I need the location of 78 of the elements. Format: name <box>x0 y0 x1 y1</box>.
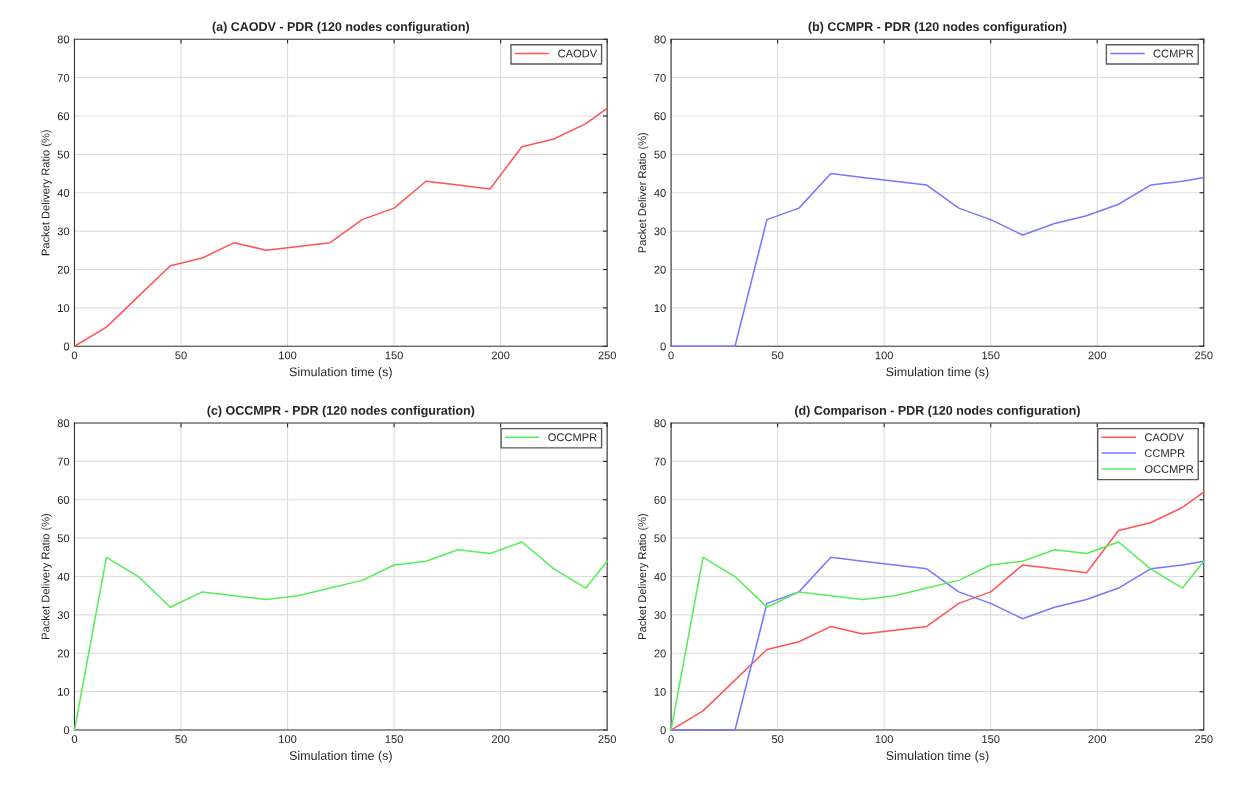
x-tick-label: 100 <box>875 351 893 360</box>
x-tick-label: 50 <box>175 351 187 360</box>
y-tick-label: 30 <box>654 227 666 236</box>
y-tick-label: 70 <box>654 457 666 466</box>
y-tick-label: 0 <box>660 726 666 735</box>
x-tick-label: 0 <box>668 735 674 744</box>
y-tick-label: 40 <box>57 189 70 197</box>
x-tick-label: 200 <box>1088 351 1107 360</box>
y-tick-label: 0 <box>660 342 666 351</box>
y-tick-label: 60 <box>654 496 666 504</box>
y-tick-label: 80 <box>57 35 70 44</box>
chart-title: (a) CAODV - PDR (120 nodes configuration) <box>212 21 470 34</box>
y-tick-label: 30 <box>654 611 666 620</box>
x-tick-label: 250 <box>598 735 616 744</box>
x-tick-label: 250 <box>1195 351 1213 360</box>
y-tick-label: 20 <box>654 265 666 274</box>
y-tick-label: 50 <box>57 534 70 543</box>
x-tick-label: 200 <box>1088 735 1107 744</box>
y-tick-label: 50 <box>654 150 666 159</box>
x-tick-label: 200 <box>491 351 510 360</box>
y-tick-label: 70 <box>654 73 666 82</box>
y-tick-label: 20 <box>57 649 70 658</box>
x-axis-title: Simulation time (s) <box>289 750 392 763</box>
y-tick-label: 10 <box>58 304 70 313</box>
y-axis-title: Packet Deliver Ratio (%) <box>637 132 649 253</box>
chart-title: (d) Comparison - PDR (120 nodes configuration) <box>795 405 1080 418</box>
y-axis-title: Packet Delivery Ratio (%) <box>41 513 52 639</box>
x-axis-title: Simulation time (s) <box>886 367 989 379</box>
y-tick-label: 30 <box>57 227 70 236</box>
y-tick-label: 10 <box>58 687 70 696</box>
x-tick-label: 250 <box>598 351 616 360</box>
x-tick-label: 0 <box>71 735 78 744</box>
legend-label: CAODV <box>558 49 598 58</box>
x-tick-label: 250 <box>1195 735 1213 744</box>
x-axis-title: Simulation time (s) <box>289 367 392 379</box>
y-tick-label: 10 <box>654 304 666 313</box>
y-tick-label: 50 <box>57 150 70 159</box>
x-tick-label: 0 <box>71 351 78 360</box>
chart-title: (c) OCCMPR - PDR (120 nodes configuration) <box>207 405 475 418</box>
y-tick-label: 60 <box>57 496 70 504</box>
x-tick-label: 200 <box>491 735 510 744</box>
x-tick-label: 50 <box>175 735 187 744</box>
y-tick-label: 60 <box>654 112 666 121</box>
y-tick-label: 50 <box>654 534 666 543</box>
x-tick-label: 50 <box>771 735 784 744</box>
y-tick-label: 80 <box>57 419 70 428</box>
legend-label: OCCMPR <box>548 433 597 442</box>
x-tick-label: 150 <box>385 351 403 360</box>
y-tick-label: 70 <box>57 73 70 82</box>
x-tick-label: 100 <box>875 735 893 744</box>
y-tick-label: 40 <box>654 189 666 197</box>
y-tick-label: 30 <box>57 611 70 620</box>
legend-label: OCCMPR <box>1144 465 1194 474</box>
y-axis-title: Packet Delivery Ratio (%) <box>41 130 52 256</box>
y-tick-label: 20 <box>57 265 70 274</box>
y-tick-label: 10 <box>654 687 666 696</box>
y-tick-label: 40 <box>654 572 666 581</box>
y-tick-label: 40 <box>57 572 70 581</box>
x-tick-label: 100 <box>279 735 297 744</box>
x-tick-label: 100 <box>279 351 297 360</box>
x-tick-label: 150 <box>982 351 1000 360</box>
legend-label: CCMPR <box>1153 49 1194 58</box>
y-tick-label: 0 <box>63 342 70 351</box>
x-tick-label: 0 <box>668 351 674 360</box>
y-tick-label: 60 <box>57 112 70 121</box>
x-tick-label: 50 <box>771 351 784 360</box>
x-tick-label: 150 <box>982 735 1000 744</box>
y-tick-label: 20 <box>654 649 666 658</box>
x-tick-label: 150 <box>385 735 403 744</box>
chart-title: (b) CCMPR - PDR (120 nodes configuration) <box>808 21 1067 34</box>
y-tick-label: 80 <box>654 35 666 44</box>
y-axis-title: Packet Delivery Ratio (%) <box>637 513 649 639</box>
legend-label: CCMPR <box>1144 449 1185 458</box>
x-axis-title: Simulation time (s) <box>886 750 989 763</box>
y-tick-label: 0 <box>63 726 70 735</box>
legend-label: CAODV <box>1144 433 1184 442</box>
y-tick-label: 70 <box>57 457 70 466</box>
y-tick-label: 80 <box>654 419 666 428</box>
